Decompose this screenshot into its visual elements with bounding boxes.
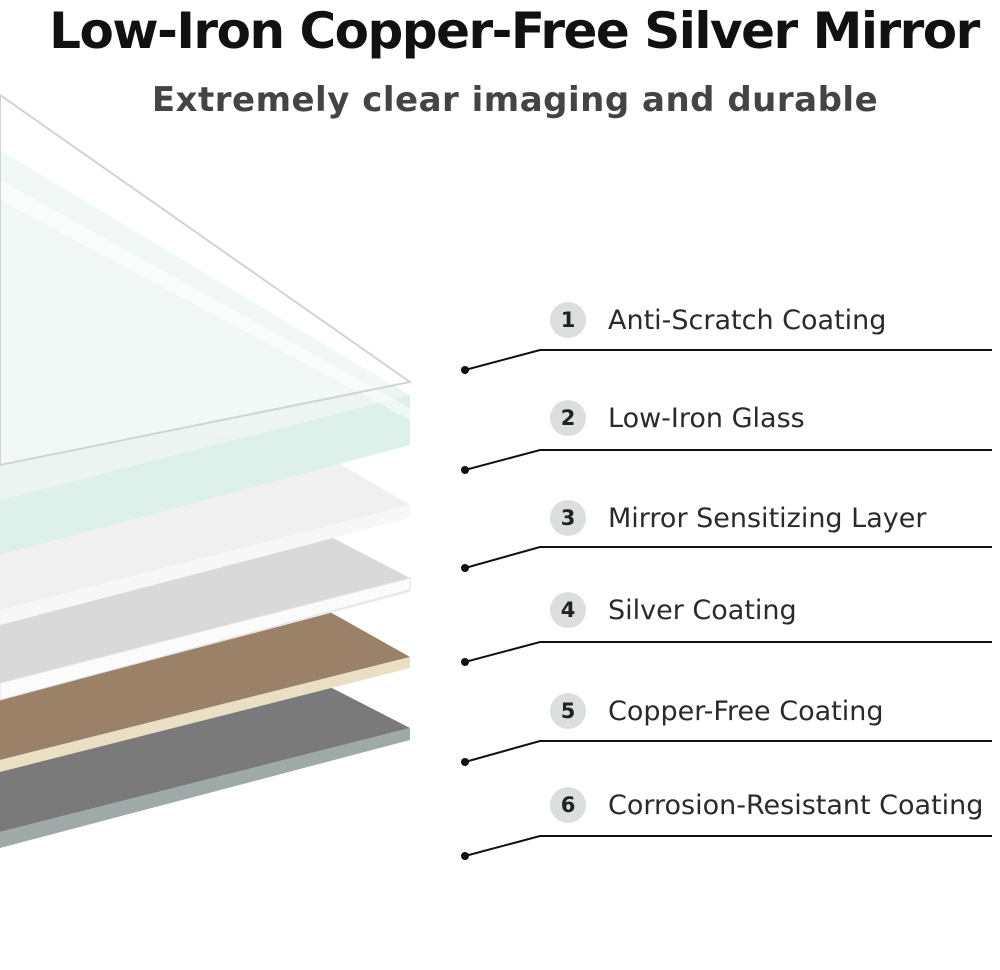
leader-dot-5 [461,758,469,766]
leader-lines [464,349,992,857]
leader-line-6 [464,835,992,857]
layer-label-6: 6 Corrosion-Resistant Coating [550,787,983,823]
layer-name: Silver Coating [608,594,797,626]
layer-name: Low-Iron Glass [608,402,805,434]
layer-number-badge: 3 [550,500,586,536]
layer-label-5: 5 Copper-Free Coating [550,693,884,729]
layer-label-2: 2 Low-Iron Glass [550,400,805,436]
subtitle: Extremely clear imaging and durable [151,80,879,120]
layer-number-badge: 1 [550,302,586,338]
layer-number-badge: 4 [550,592,586,628]
leader-dot-4 [461,658,469,666]
leader-dot-6 [461,852,469,860]
layer-5-copper-top [0,612,410,760]
layer-1-anti-scratch [0,93,413,467]
layer-name: Corrosion-Resistant Coating [608,789,984,821]
layer-2-glass-stripe [0,180,410,420]
leader-dot-2 [461,466,469,474]
title: Low-Iron Copper-Free Silver Mirror [49,2,980,60]
layer-name: Mirror Sensitizing Layer [608,502,927,534]
layer-3-sensitizing-edge [0,505,410,625]
layer-5-copper-edge [0,657,410,772]
leader-line-2 [464,449,992,471]
layer-label-4: 4 Silver Coating [550,592,797,628]
leader-line-3 [464,546,992,569]
layer-label-1: 1 Anti-Scratch Coating [550,302,886,338]
layer-6-corrosion-top [0,687,410,832]
leader-dot-3 [461,564,469,572]
layer-4-silver-top [0,538,410,683]
layer-6-corrosion-edge [0,728,410,848]
layer-number-badge: 2 [550,400,586,436]
leader-line-5 [464,740,992,763]
layer-2-glass-edge [0,395,410,555]
layer-number-badge: 6 [550,787,586,823]
layer-label-3: 3 Mirror Sensitizing Layer [550,500,926,536]
layer-number-badge: 5 [550,693,586,729]
leader-dot-1 [461,366,469,374]
leader-dots [461,366,469,860]
layer-name: Copper-Free Coating [608,695,884,727]
layer-4-silver-edge [0,577,411,701]
leader-line-1 [464,349,992,371]
leader-line-4 [464,641,992,663]
layer-name: Anti-Scratch Coating [608,304,887,336]
